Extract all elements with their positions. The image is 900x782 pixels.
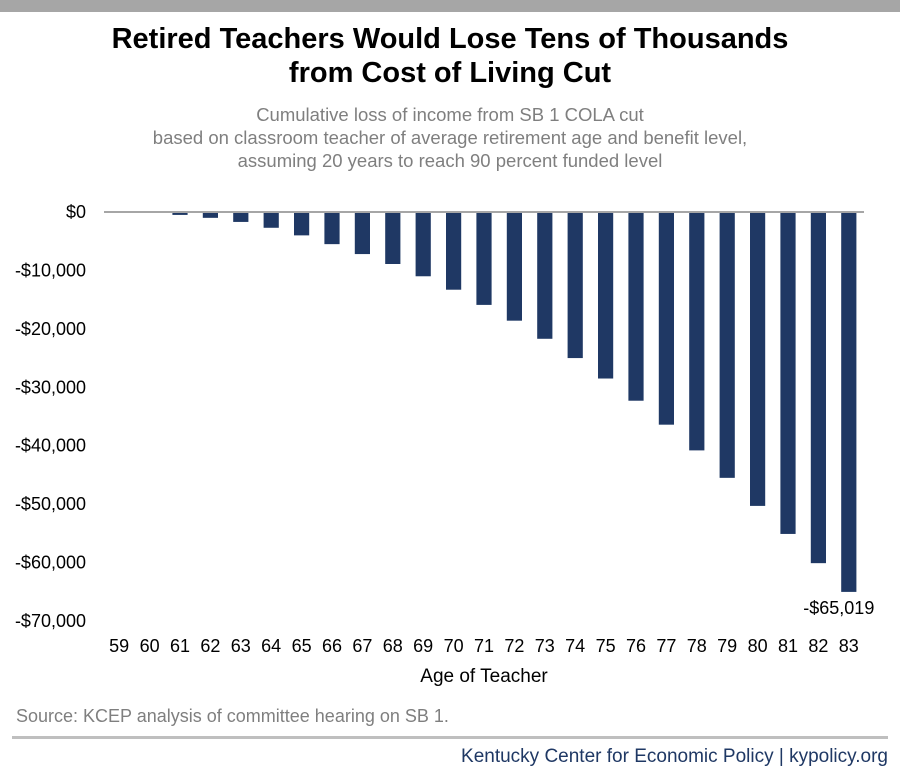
x-tick-label: 79 [717,636,737,656]
bar-61 [172,212,188,215]
x-tick-label: 80 [748,636,768,656]
x-tick-label: 65 [292,636,312,656]
bar-80 [750,212,766,506]
bar-69 [415,212,431,277]
subtitle-line-1: Cumulative loss of income from SB 1 COLA… [256,104,644,125]
bar-62 [202,212,218,218]
bar-71 [476,212,492,305]
x-tick-label: 64 [261,636,281,656]
y-tick-label: -$40,000 [15,436,86,456]
x-tick-label: 67 [352,636,372,656]
data-label-83: -$65,019 [803,598,874,618]
bar-83 [841,212,857,592]
y-tick-label: -$50,000 [15,494,86,514]
title-line-1: Retired Teachers Would Lose Tens of Thou… [111,23,789,55]
bar-75 [598,212,614,379]
x-tick-label: 66 [322,636,342,656]
chart-subtitle: Cumulative loss of income from SB 1 COLA… [0,103,900,172]
x-tick-label: 81 [778,636,798,656]
footer-credit: Kentucky Center for Economic Policy | ky… [461,746,888,767]
bar-73 [537,212,553,339]
source-note: Source: KCEP analysis of committee heari… [16,706,449,726]
bar-77 [658,212,674,425]
x-tick-label: 74 [565,636,585,656]
x-tick-label: 59 [109,636,129,656]
x-tick-label: 62 [200,636,220,656]
bar-72 [506,212,522,321]
y-tick-label: -$20,000 [15,319,86,339]
x-tick-label: 71 [474,636,494,656]
top-rule [0,0,900,12]
bar-67 [354,212,370,255]
bar-79 [719,212,735,478]
bar-64 [263,212,279,228]
x-tick-label: 70 [444,636,464,656]
subtitle-line-3: assuming 20 years to reach 90 percent fu… [237,150,663,171]
subtitle-line-2: based on classroom teacher of average re… [152,127,748,148]
y-tick-label: -$10,000 [15,260,86,280]
x-tick-label: 72 [504,636,524,656]
x-tick-label: 63 [231,636,251,656]
bar-81 [780,212,796,534]
bar-76 [628,212,644,401]
y-tick-label: -$60,000 [15,553,86,573]
x-tick-label: 82 [808,636,828,656]
bar-65 [294,212,310,236]
bar-74 [567,212,583,359]
x-tick-label: 76 [626,636,646,656]
chart-title: Retired Teachers Would Lose Tens of Thou… [0,22,900,90]
bar-66 [324,212,340,245]
x-tick-label: 73 [535,636,555,656]
bar-82 [810,212,826,564]
bar-68 [385,212,401,264]
x-tick-label: 60 [140,636,160,656]
bar-63 [233,212,249,222]
x-tick-label: 68 [383,636,403,656]
x-tick-label: 78 [687,636,707,656]
title-line-2: from Cost of Living Cut [288,57,612,89]
y-tick-label: -$30,000 [15,377,86,397]
x-tick-label: 61 [170,636,190,656]
bar-70 [446,212,462,290]
x-tick-label: 69 [413,636,433,656]
bottom-rule [12,736,888,739]
y-tick-label: -$70,000 [15,611,86,631]
x-axis-title: Age of Teacher [420,666,548,687]
y-tick-label: $0 [66,202,86,222]
x-tick-label: 77 [656,636,676,656]
bar-78 [689,212,705,451]
x-tick-label: 75 [596,636,616,656]
x-tick-label: 83 [839,636,859,656]
